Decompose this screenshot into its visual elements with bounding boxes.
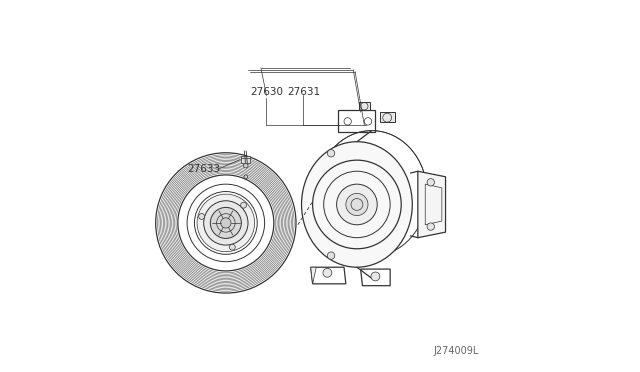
- Ellipse shape: [301, 142, 412, 267]
- Circle shape: [323, 268, 332, 277]
- Polygon shape: [359, 102, 370, 110]
- Circle shape: [244, 175, 248, 179]
- Circle shape: [346, 193, 368, 215]
- Circle shape: [197, 194, 255, 252]
- Text: 27631: 27631: [287, 87, 320, 97]
- Polygon shape: [380, 112, 395, 122]
- Text: 27633: 27633: [187, 164, 220, 174]
- Polygon shape: [241, 156, 250, 163]
- Circle shape: [221, 218, 231, 228]
- Circle shape: [337, 184, 377, 225]
- Circle shape: [328, 252, 335, 259]
- Circle shape: [371, 272, 380, 281]
- Circle shape: [328, 150, 335, 157]
- Circle shape: [427, 179, 435, 186]
- Polygon shape: [418, 171, 445, 238]
- Circle shape: [204, 201, 248, 245]
- Circle shape: [241, 202, 246, 208]
- Circle shape: [244, 163, 248, 168]
- Polygon shape: [311, 267, 316, 284]
- Text: J274009L: J274009L: [433, 346, 479, 356]
- Circle shape: [427, 223, 435, 230]
- Circle shape: [211, 208, 241, 238]
- Circle shape: [229, 244, 236, 250]
- Text: 27630: 27630: [250, 87, 283, 97]
- Circle shape: [198, 214, 205, 219]
